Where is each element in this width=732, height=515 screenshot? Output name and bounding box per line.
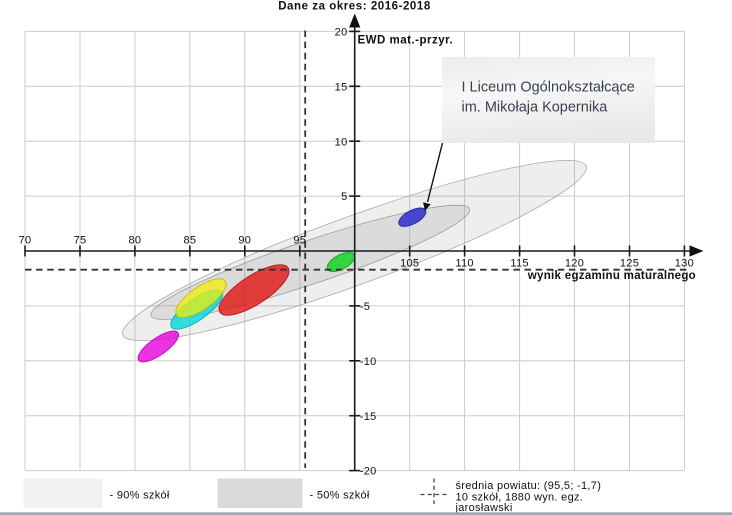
svg-text:średnia powiatu: (95,5; -1,7): średnia powiatu: (95,5; -1,7) bbox=[456, 480, 602, 492]
svg-text:75: 75 bbox=[74, 235, 87, 247]
svg-text:10: 10 bbox=[335, 136, 348, 148]
svg-text:10 szkół, 1880 wyn. egz.: 10 szkół, 1880 wyn. egz. bbox=[456, 492, 584, 504]
svg-text:90: 90 bbox=[238, 235, 251, 247]
svg-text:-10: -10 bbox=[360, 356, 377, 368]
svg-text:im. Mikołaja Kopernika: im. Mikołaja Kopernika bbox=[462, 100, 609, 116]
svg-text:- 90% szkół: - 90% szkół bbox=[110, 490, 170, 502]
svg-text:5: 5 bbox=[341, 191, 347, 203]
svg-text:wynik egzaminu maturalnego: wynik egzaminu maturalnego bbox=[527, 270, 696, 282]
svg-text:-20: -20 bbox=[360, 466, 377, 478]
svg-text:125: 125 bbox=[620, 258, 639, 270]
svg-text:130: 130 bbox=[675, 258, 694, 270]
svg-text:Dane za okres: 2016-2018: Dane za okres: 2016-2018 bbox=[278, 1, 431, 13]
svg-text:105: 105 bbox=[400, 258, 419, 270]
svg-text:15: 15 bbox=[335, 81, 348, 93]
svg-text:20: 20 bbox=[335, 27, 348, 39]
svg-text:95: 95 bbox=[293, 235, 306, 247]
svg-text:80: 80 bbox=[128, 235, 141, 247]
svg-text:-5: -5 bbox=[360, 301, 370, 313]
svg-text:70: 70 bbox=[19, 235, 32, 247]
svg-text:I Liceum Ogólnokształcące: I Liceum Ogólnokształcące bbox=[462, 80, 635, 96]
svg-text:85: 85 bbox=[183, 235, 196, 247]
svg-text:120: 120 bbox=[565, 258, 584, 270]
svg-text:- 50% szkół: - 50% szkół bbox=[310, 490, 370, 502]
svg-text:jarosławski: jarosławski bbox=[455, 502, 513, 514]
svg-text:115: 115 bbox=[510, 258, 528, 270]
svg-text:EWD mat.-przyr.: EWD mat.-przyr. bbox=[358, 35, 454, 47]
svg-text:-15: -15 bbox=[360, 411, 377, 423]
svg-text:110: 110 bbox=[455, 258, 473, 270]
